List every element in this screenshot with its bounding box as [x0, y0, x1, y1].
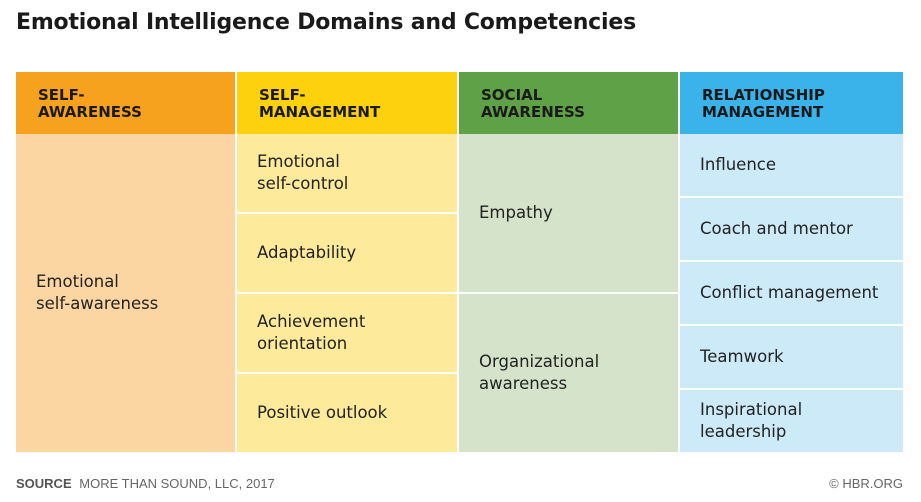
competency-column-relationship-management: Influence Coach and mentor Conflict mana…	[680, 134, 903, 452]
competency-column-self-awareness: Emotional self-awareness	[16, 134, 237, 452]
competency-line: Positive outlook	[257, 403, 388, 422]
domain-header-self-awareness: SELF- AWARENESS	[16, 72, 237, 134]
domain-header-line: SELF-	[38, 86, 85, 104]
competency-line: leadership	[700, 422, 787, 441]
competency-line: self-awareness	[36, 294, 159, 313]
domain-header-line: SELF-	[259, 86, 306, 104]
source-note: SOURCE MORE THAN SOUND, LLC, 2017	[16, 476, 275, 491]
competency-cell: Inspirational leadership	[680, 390, 903, 452]
page-title: Emotional Intelligence Domains and Compe…	[16, 10, 636, 35]
competency-cell: Conflict management	[680, 262, 903, 326]
competency-cell: Emotional self-control	[237, 134, 457, 214]
domain-header-self-management: SELF- MANAGEMENT	[237, 72, 459, 134]
competency-line: Emotional	[257, 152, 340, 171]
domain-header-line: RELATIONSHIP	[702, 86, 825, 104]
competency-cell: Organizational awareness	[459, 294, 678, 452]
domain-header-social-awareness: SOCIAL AWARENESS	[459, 72, 680, 134]
competency-cell: Adaptability	[237, 214, 457, 294]
competency-cell: Positive outlook	[237, 374, 457, 452]
competency-cell: Coach and mentor	[680, 198, 903, 262]
competency-line: Coach and mentor	[700, 219, 853, 238]
competency-cell: Empathy	[459, 134, 678, 294]
source-text: MORE THAN SOUND, LLC, 2017	[79, 476, 275, 491]
competency-line: self-control	[257, 174, 349, 193]
competency-line: Achievement	[257, 312, 366, 331]
competency-line: Adaptability	[257, 243, 357, 262]
competency-line: Empathy	[479, 203, 553, 222]
competency-column-self-management: Emotional self-control Adaptability Achi…	[237, 134, 459, 452]
competency-line: orientation	[257, 334, 348, 353]
source-label: SOURCE	[16, 476, 72, 491]
competency-line: Inspirational	[700, 400, 803, 419]
competency-cell: Influence	[680, 134, 903, 198]
competency-cell: Achievement orientation	[237, 294, 457, 374]
competency-line: Teamwork	[700, 347, 784, 366]
competency-cell: Emotional self-awareness	[16, 134, 235, 452]
competency-line: Influence	[700, 155, 777, 174]
domain-header-relationship-management: RELATIONSHIP MANAGEMENT	[680, 72, 903, 134]
competency-column-social-awareness: Empathy Organizational awareness	[459, 134, 680, 452]
competency-line: Emotional	[36, 272, 119, 291]
competency-line: awareness	[479, 374, 568, 393]
domain-header-line: MANAGEMENT	[259, 103, 381, 121]
domain-header-line: AWARENESS	[38, 103, 142, 121]
competency-cell: Teamwork	[680, 326, 903, 390]
competency-line: Conflict management	[700, 283, 879, 302]
competency-table: SELF- AWARENESS SELF- MANAGEMENT SOCIAL …	[16, 72, 903, 452]
competency-line: Organizational	[479, 352, 600, 371]
domain-header-line: AWARENESS	[481, 103, 585, 121]
domain-header-line: SOCIAL	[481, 86, 543, 104]
domain-header-line: MANAGEMENT	[702, 103, 824, 121]
copyright-credit: © HBR.ORG	[829, 476, 903, 491]
